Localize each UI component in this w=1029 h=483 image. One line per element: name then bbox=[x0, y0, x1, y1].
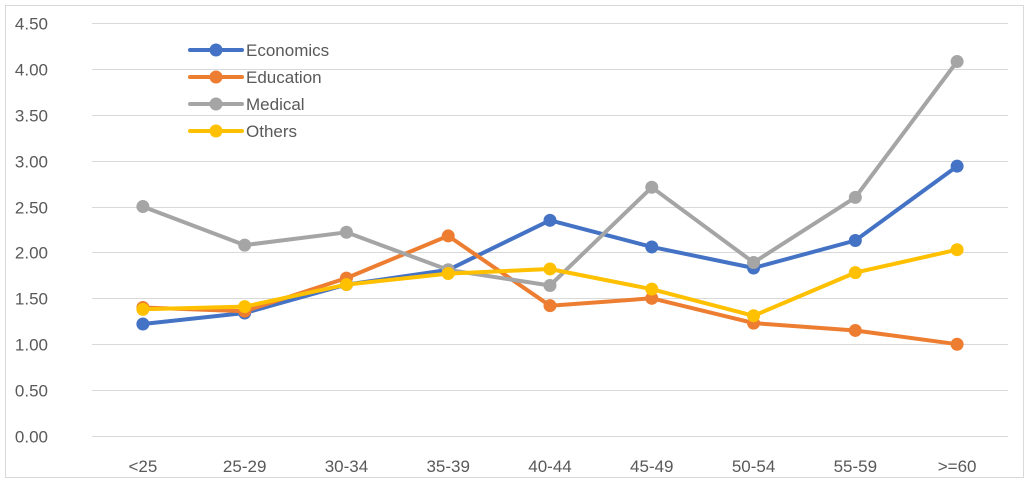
legend-label-education: Education bbox=[246, 68, 322, 87]
data-point-economics bbox=[950, 159, 964, 173]
y-axis: 0.00 0.50 1.00 1.50 2.00 2.50 3.00 3.50 4.00 4.50 bbox=[15, 15, 48, 447]
data-point-others bbox=[645, 282, 659, 296]
data-point-education bbox=[848, 323, 862, 337]
chart-frame bbox=[5, 5, 1024, 478]
legend-marker-medical bbox=[209, 97, 223, 111]
x-axis: <25 25-29 30-34 35-39 40-44 45-49 50-54 55-59 >=… bbox=[92, 436, 1008, 476]
data-point-medical bbox=[950, 55, 964, 69]
data-point-education bbox=[950, 337, 964, 351]
data-point-others bbox=[136, 302, 150, 316]
data-point-medical bbox=[848, 190, 862, 204]
x-tick-label: >=60 bbox=[938, 457, 977, 476]
legend-marker-education bbox=[209, 70, 223, 84]
data-point-economics bbox=[136, 317, 150, 331]
data-point-education bbox=[645, 291, 659, 305]
data-point-medical bbox=[645, 180, 659, 194]
y-tick-label: 3.00 bbox=[15, 153, 48, 172]
y-tick-label: 2.00 bbox=[15, 244, 48, 263]
y-tick-label: 0.50 bbox=[15, 382, 48, 401]
x-tick-label: 25-29 bbox=[223, 457, 266, 476]
x-tick-label: 45-49 bbox=[630, 457, 673, 476]
x-tick-label: 55-59 bbox=[834, 457, 877, 476]
data-point-medical bbox=[747, 256, 761, 270]
data-point-others bbox=[848, 266, 862, 280]
x-tick-label: 50-54 bbox=[732, 457, 775, 476]
data-point-economics bbox=[645, 240, 659, 254]
data-point-others bbox=[441, 267, 455, 281]
legend-marker-others bbox=[209, 124, 223, 138]
data-point-education bbox=[543, 299, 557, 313]
data-point-others bbox=[950, 243, 964, 257]
data-point-medical bbox=[136, 200, 150, 214]
series-group bbox=[136, 55, 964, 351]
data-point-medical bbox=[238, 238, 252, 252]
y-tick-label: 4.00 bbox=[15, 61, 48, 80]
series-others bbox=[136, 243, 964, 323]
legend-label-medical: Medical bbox=[246, 95, 305, 114]
y-tick-label: 0.00 bbox=[15, 428, 48, 447]
legend-item-economics: Economics bbox=[188, 41, 329, 60]
legend-marker-economics bbox=[209, 43, 223, 57]
y-tick-label: 4.50 bbox=[15, 15, 48, 34]
x-tick-label: 30-34 bbox=[325, 457, 368, 476]
series-medical bbox=[136, 55, 964, 292]
legend: Economics Education Medical Others bbox=[188, 41, 329, 141]
data-point-economics bbox=[543, 213, 557, 227]
legend-label-economics: Economics bbox=[246, 41, 329, 60]
y-tick-label: 1.00 bbox=[15, 336, 48, 355]
y-tick-label: 3.50 bbox=[15, 107, 48, 126]
data-point-medical bbox=[543, 278, 557, 292]
data-point-others bbox=[238, 300, 252, 314]
y-tick-label: 2.50 bbox=[15, 199, 48, 218]
legend-item-education: Education bbox=[188, 68, 322, 87]
data-point-medical bbox=[339, 225, 353, 239]
x-tick-label: 40-44 bbox=[528, 457, 571, 476]
x-tick-label: <25 bbox=[128, 457, 157, 476]
y-tick-label: 1.50 bbox=[15, 290, 48, 309]
data-point-economics bbox=[848, 234, 862, 248]
data-point-others bbox=[747, 309, 761, 323]
legend-item-medical: Medical bbox=[188, 95, 305, 114]
gridlines bbox=[92, 23, 1008, 391]
legend-item-others: Others bbox=[188, 122, 297, 141]
data-point-others bbox=[339, 278, 353, 292]
data-point-education bbox=[441, 229, 455, 243]
legend-label-others: Others bbox=[246, 122, 297, 141]
data-point-others bbox=[543, 262, 557, 276]
x-tick-label: 35-39 bbox=[426, 457, 469, 476]
